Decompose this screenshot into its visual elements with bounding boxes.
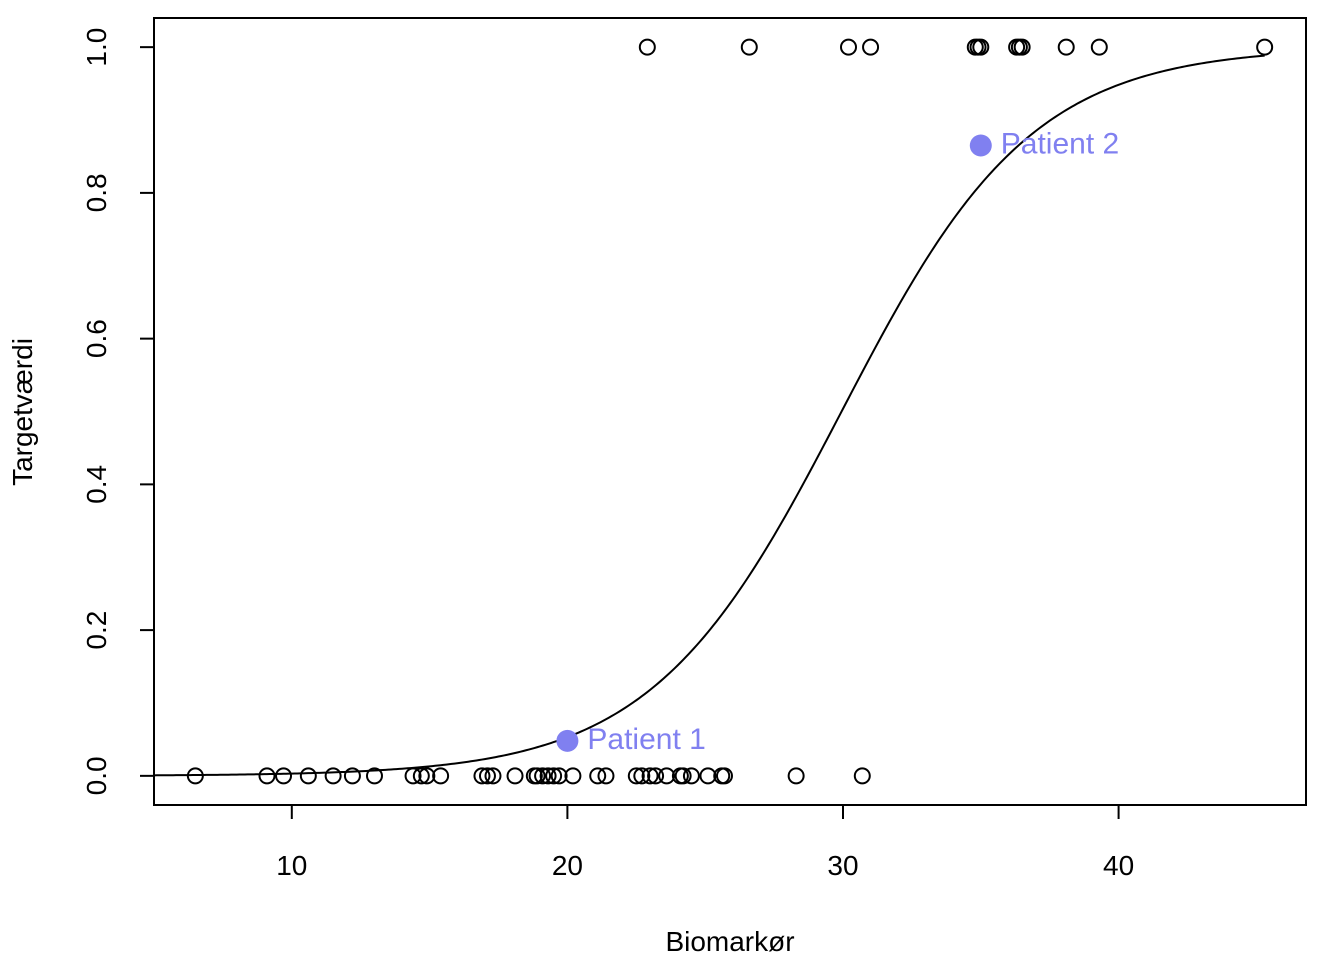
data-point <box>506 767 524 785</box>
data-point <box>473 767 491 785</box>
data-point <box>1013 38 1031 56</box>
y-tick-label: 0.2 <box>81 611 112 650</box>
data-point <box>275 767 293 785</box>
annotation-point <box>556 729 579 752</box>
data-point <box>862 38 880 56</box>
annotation-point <box>969 134 992 157</box>
y-axis: 0.0 0.2 0.4 0.6 0.8 1.0 <box>81 28 155 795</box>
data-point <box>699 767 717 785</box>
x-axis-label: Biomarkør <box>665 926 794 957</box>
data-point <box>404 767 422 785</box>
annotations: Patient 1 Patient 2 <box>556 128 1119 756</box>
plot-frame <box>153 17 1307 806</box>
data-point <box>1057 38 1075 56</box>
data-point <box>418 767 436 785</box>
y-tick-label: 0.4 <box>81 465 112 504</box>
data-point <box>299 767 317 785</box>
data-point <box>534 767 552 785</box>
data-points <box>186 38 1274 785</box>
annotation-label: Patient 2 <box>1001 128 1119 161</box>
data-point <box>647 767 665 785</box>
data-point <box>484 767 502 785</box>
data-point <box>740 38 758 56</box>
data-point <box>478 767 496 785</box>
data-point <box>853 767 871 785</box>
annotation-label: Patient 1 <box>587 723 705 756</box>
data-point <box>674 767 692 785</box>
data-point <box>972 38 990 56</box>
data-point <box>597 767 615 785</box>
data-point <box>186 767 204 785</box>
data-point <box>641 767 659 785</box>
x-tick-label: 40 <box>1103 850 1134 881</box>
data-point <box>1256 38 1274 56</box>
y-tick-label: 0.8 <box>81 173 112 212</box>
x-tick-label: 30 <box>827 850 858 881</box>
data-point <box>633 767 651 785</box>
data-point <box>638 38 656 56</box>
data-point <box>840 38 858 56</box>
data-point <box>1090 38 1108 56</box>
data-point <box>343 767 361 785</box>
y-tick-label: 1.0 <box>81 28 112 67</box>
data-point <box>627 767 645 785</box>
x-axis: 10 20 30 40 <box>276 804 1134 881</box>
data-point <box>545 767 563 785</box>
y-tick-label: 0.6 <box>81 319 112 358</box>
y-tick-label: 0.0 <box>81 756 112 795</box>
data-point <box>258 767 276 785</box>
data-point <box>787 767 805 785</box>
fitted-logistic-curve <box>153 54 1265 777</box>
y-axis-label: Targetværdi <box>7 338 38 486</box>
data-point <box>564 767 582 785</box>
data-point <box>658 767 676 785</box>
data-point <box>412 767 430 785</box>
x-tick-label: 20 <box>552 850 583 881</box>
data-point <box>324 767 342 785</box>
data-point <box>432 767 450 785</box>
x-tick-label: 10 <box>276 850 307 881</box>
data-point <box>539 767 557 785</box>
data-point <box>589 767 607 785</box>
data-point <box>550 767 568 785</box>
data-point <box>682 767 700 785</box>
data-point <box>365 767 383 785</box>
data-point <box>528 767 546 785</box>
data-point <box>715 767 733 785</box>
